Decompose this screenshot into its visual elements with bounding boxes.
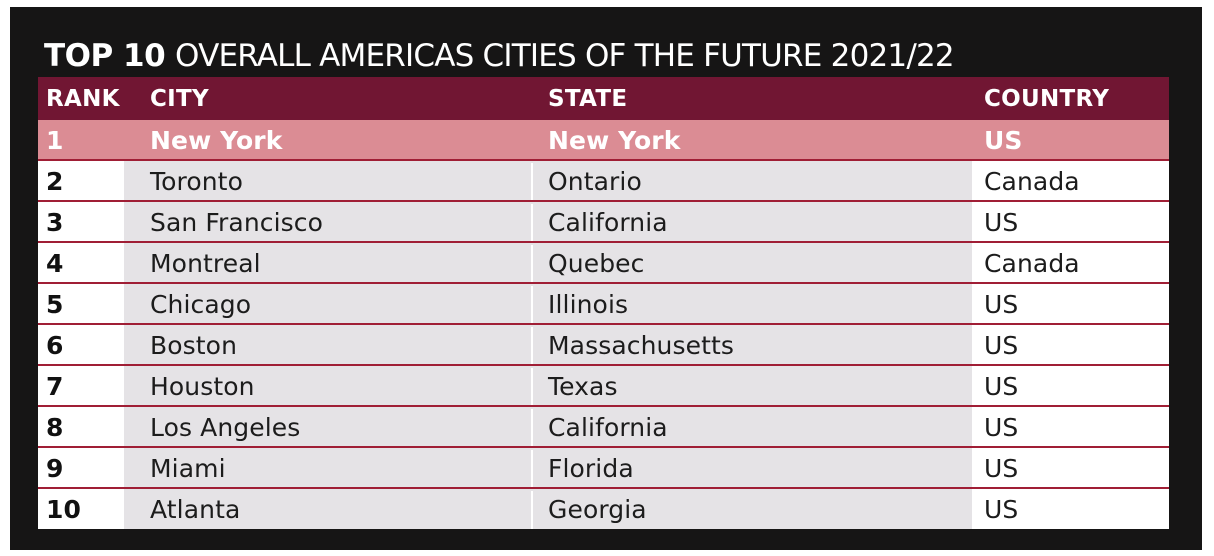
rank-column-band bbox=[38, 202, 124, 241]
header-city: CITY bbox=[150, 85, 209, 112]
state-cell: California bbox=[548, 208, 668, 237]
state-cell: Quebec bbox=[548, 249, 645, 278]
row-divider bbox=[38, 323, 1169, 325]
country-cell: Canada bbox=[984, 249, 1080, 278]
city-cell: Atlanta bbox=[150, 494, 241, 524]
title-light-part: OVERALL AMERICAS CITIES OF THE FUTURE 20… bbox=[175, 38, 955, 74]
city-cell: Los Angeles bbox=[150, 413, 301, 442]
country-cell: Canada bbox=[984, 167, 1080, 196]
city-cell: Montreal bbox=[150, 249, 261, 278]
header-state: STATE bbox=[548, 85, 628, 112]
row-divider bbox=[38, 405, 1169, 407]
table-title: TOP 10 OVERALL AMERICAS CITIES OF THE FU… bbox=[44, 36, 955, 76]
country-cell: US bbox=[984, 331, 1019, 360]
rank-cell: 10 bbox=[46, 494, 81, 524]
column-separator bbox=[531, 204, 533, 241]
country-cell: US bbox=[984, 494, 1019, 524]
rank-cell: 4 bbox=[46, 249, 64, 278]
table-row: 2 Toronto Ontario Canada bbox=[38, 161, 1169, 202]
row-divider bbox=[38, 487, 1169, 489]
country-column-band bbox=[972, 202, 1169, 241]
table-row: 5 Chicago Illinois US bbox=[38, 284, 1169, 325]
state-cell: Georgia bbox=[548, 494, 647, 524]
rank-column-band bbox=[38, 407, 124, 446]
table-row: 4 Montreal Quebec Canada bbox=[38, 243, 1169, 284]
rank-column-band bbox=[38, 489, 124, 529]
country-cell: US bbox=[984, 290, 1019, 319]
state-cell: Florida bbox=[548, 454, 634, 483]
row-divider bbox=[38, 364, 1169, 366]
column-separator bbox=[531, 409, 533, 446]
rank-cell: 7 bbox=[46, 372, 64, 401]
column-separator bbox=[531, 491, 533, 529]
column-separator bbox=[531, 245, 533, 282]
column-separator bbox=[531, 450, 533, 487]
row-divider bbox=[38, 282, 1169, 284]
state-cell: California bbox=[548, 413, 668, 442]
rank-cell: 5 bbox=[46, 290, 64, 319]
city-cell: Houston bbox=[150, 372, 255, 401]
rank-column-band bbox=[38, 161, 124, 200]
table-row: 6 Boston Massachusetts US bbox=[38, 325, 1169, 366]
country-cell: US bbox=[984, 208, 1019, 237]
state-cell: New York bbox=[548, 126, 681, 155]
table-row: 8 Los Angeles California US bbox=[38, 407, 1169, 448]
table-row: 9 Miami Florida US bbox=[38, 448, 1169, 489]
header-country: COUNTRY bbox=[984, 85, 1110, 112]
column-separator bbox=[531, 163, 533, 200]
country-cell: US bbox=[984, 413, 1019, 442]
rank-cell: 3 bbox=[46, 208, 64, 237]
country-column-band bbox=[972, 325, 1169, 364]
country-column-band bbox=[972, 243, 1169, 282]
country-column-band bbox=[972, 448, 1169, 487]
state-cell: Ontario bbox=[548, 167, 642, 196]
city-cell: Chicago bbox=[150, 290, 252, 319]
country-column-band bbox=[972, 161, 1169, 200]
table-row: 10 Atlanta Georgia US bbox=[38, 489, 1169, 529]
title-bold-part: TOP 10 bbox=[44, 38, 166, 74]
rank-cell: 6 bbox=[46, 331, 64, 360]
city-cell: New York bbox=[150, 126, 283, 155]
city-cell: San Francisco bbox=[150, 208, 324, 237]
rank-column-band bbox=[38, 284, 124, 323]
city-cell: Miami bbox=[150, 454, 226, 483]
state-cell: Massachusetts bbox=[548, 331, 735, 360]
table-row-top-ranked: 1 New York New York US bbox=[38, 120, 1169, 161]
rank-column-band bbox=[38, 325, 124, 364]
state-cell: Texas bbox=[548, 372, 618, 401]
country-cell: US bbox=[984, 372, 1019, 401]
rank-cell: 1 bbox=[46, 126, 64, 155]
column-separator bbox=[531, 327, 533, 364]
row-divider bbox=[38, 241, 1169, 243]
column-separator bbox=[531, 368, 533, 405]
country-column-band bbox=[972, 284, 1169, 323]
country-column-band bbox=[972, 489, 1169, 529]
row-divider bbox=[38, 159, 1169, 161]
header-rank: RANK bbox=[46, 85, 120, 112]
country-column-band bbox=[972, 407, 1169, 446]
state-cell: Illinois bbox=[548, 290, 629, 319]
country-column-band bbox=[972, 366, 1169, 405]
column-separator bbox=[531, 286, 533, 323]
rank-cell: 8 bbox=[46, 413, 64, 442]
rank-cell: 2 bbox=[46, 167, 64, 196]
rank-column-band bbox=[38, 366, 124, 405]
city-cell: Boston bbox=[150, 331, 238, 360]
table-row: 7 Houston Texas US bbox=[38, 366, 1169, 407]
rankings-table: RANK CITY STATE COUNTRY 1 New York New Y… bbox=[38, 77, 1169, 529]
row-divider bbox=[38, 200, 1169, 202]
table-row: 3 San Francisco California US bbox=[38, 202, 1169, 243]
rank-column-band bbox=[38, 243, 124, 282]
city-cell: Toronto bbox=[150, 167, 243, 196]
country-cell: US bbox=[984, 126, 1023, 155]
table-header-row: RANK CITY STATE COUNTRY bbox=[38, 77, 1169, 120]
row-divider bbox=[38, 446, 1169, 448]
rank-column-band bbox=[38, 448, 124, 487]
country-cell: US bbox=[984, 454, 1019, 483]
rank-cell: 9 bbox=[46, 454, 64, 483]
